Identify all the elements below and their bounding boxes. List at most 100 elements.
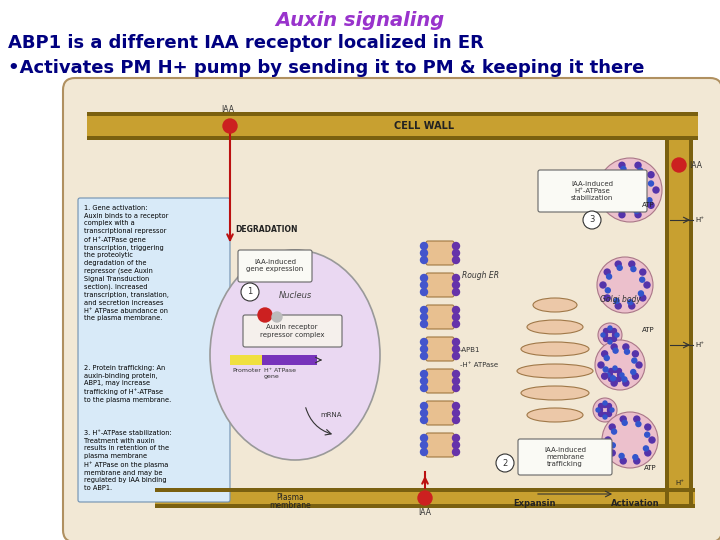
Text: IAA-induced
gene expression: IAA-induced gene expression bbox=[246, 260, 304, 273]
Text: 2. Protein trafficking: An
auxin-binding protein,
ABP1, may increase
trafficking: 2. Protein trafficking: An auxin-binding… bbox=[84, 365, 171, 403]
Circle shape bbox=[420, 256, 428, 264]
Circle shape bbox=[420, 416, 428, 423]
Circle shape bbox=[608, 376, 613, 381]
Circle shape bbox=[420, 384, 428, 391]
Circle shape bbox=[623, 380, 629, 386]
Circle shape bbox=[635, 163, 641, 168]
Circle shape bbox=[609, 450, 615, 456]
Text: Rough ER: Rough ER bbox=[462, 271, 499, 280]
Circle shape bbox=[608, 338, 613, 342]
Circle shape bbox=[608, 368, 613, 374]
Circle shape bbox=[620, 458, 626, 464]
Text: H⁺ ATPase
gene: H⁺ ATPase gene bbox=[264, 368, 296, 379]
Text: Auxin receptor
repressor complex: Auxin receptor repressor complex bbox=[260, 325, 324, 338]
Circle shape bbox=[605, 437, 611, 443]
Circle shape bbox=[645, 424, 651, 430]
Circle shape bbox=[606, 288, 611, 293]
Circle shape bbox=[452, 370, 459, 377]
Circle shape bbox=[610, 408, 614, 412]
Circle shape bbox=[611, 336, 616, 341]
Circle shape bbox=[452, 307, 459, 314]
Circle shape bbox=[496, 454, 514, 472]
Circle shape bbox=[629, 261, 635, 267]
Bar bbox=[155, 488, 695, 492]
Circle shape bbox=[632, 373, 639, 379]
FancyBboxPatch shape bbox=[63, 78, 720, 540]
Bar bbox=[87, 112, 698, 116]
Circle shape bbox=[634, 416, 640, 422]
Circle shape bbox=[634, 458, 640, 464]
Circle shape bbox=[420, 314, 428, 321]
Circle shape bbox=[603, 413, 608, 417]
Circle shape bbox=[420, 370, 428, 377]
Circle shape bbox=[601, 187, 607, 193]
Circle shape bbox=[606, 202, 612, 208]
Circle shape bbox=[620, 416, 626, 422]
Circle shape bbox=[420, 442, 428, 449]
Circle shape bbox=[639, 291, 644, 296]
Circle shape bbox=[613, 368, 618, 373]
Circle shape bbox=[603, 401, 607, 405]
Circle shape bbox=[613, 377, 618, 382]
Circle shape bbox=[603, 363, 627, 387]
Text: IAA: IAA bbox=[689, 160, 702, 170]
Text: 2: 2 bbox=[503, 458, 508, 468]
Circle shape bbox=[632, 358, 636, 363]
Circle shape bbox=[628, 300, 633, 305]
Text: CELL WALL: CELL WALL bbox=[394, 121, 454, 131]
Circle shape bbox=[611, 344, 617, 350]
Circle shape bbox=[603, 328, 608, 334]
Circle shape bbox=[598, 408, 603, 413]
Text: H⁺: H⁺ bbox=[695, 217, 704, 223]
Text: Expansin: Expansin bbox=[514, 498, 557, 508]
Circle shape bbox=[452, 339, 459, 346]
Circle shape bbox=[613, 366, 617, 370]
Text: Nucleus: Nucleus bbox=[279, 291, 312, 300]
Circle shape bbox=[598, 362, 604, 368]
Circle shape bbox=[602, 412, 658, 468]
Text: •Activates PM H+ pump by sending it to PM & keeping it there: •Activates PM H+ pump by sending it to P… bbox=[8, 59, 644, 77]
Ellipse shape bbox=[527, 408, 583, 422]
Text: ATP: ATP bbox=[644, 465, 657, 471]
Circle shape bbox=[606, 172, 612, 178]
FancyBboxPatch shape bbox=[243, 315, 342, 347]
Circle shape bbox=[653, 187, 659, 193]
Circle shape bbox=[617, 265, 622, 271]
FancyBboxPatch shape bbox=[518, 439, 612, 475]
Circle shape bbox=[622, 377, 627, 382]
Circle shape bbox=[632, 351, 639, 357]
Circle shape bbox=[420, 321, 428, 327]
Circle shape bbox=[620, 373, 624, 377]
Circle shape bbox=[613, 380, 617, 384]
Circle shape bbox=[611, 376, 616, 381]
Text: H⁺: H⁺ bbox=[675, 480, 685, 486]
Circle shape bbox=[604, 295, 611, 301]
Text: Plasma: Plasma bbox=[276, 494, 304, 503]
Circle shape bbox=[616, 376, 621, 381]
FancyBboxPatch shape bbox=[426, 273, 454, 297]
Circle shape bbox=[648, 202, 654, 208]
Circle shape bbox=[452, 384, 459, 391]
Circle shape bbox=[452, 409, 459, 416]
Circle shape bbox=[634, 208, 639, 213]
Circle shape bbox=[604, 355, 609, 361]
Text: membrane: membrane bbox=[269, 502, 311, 510]
Circle shape bbox=[644, 282, 650, 288]
Circle shape bbox=[420, 249, 428, 256]
Circle shape bbox=[452, 281, 459, 288]
Circle shape bbox=[598, 403, 603, 408]
Circle shape bbox=[611, 328, 616, 334]
Circle shape bbox=[602, 373, 608, 379]
Circle shape bbox=[452, 402, 459, 409]
Circle shape bbox=[604, 269, 611, 275]
Circle shape bbox=[258, 308, 272, 322]
Circle shape bbox=[583, 211, 601, 229]
FancyBboxPatch shape bbox=[426, 401, 454, 425]
Circle shape bbox=[602, 351, 608, 357]
Circle shape bbox=[615, 303, 621, 309]
Circle shape bbox=[613, 348, 618, 353]
Text: mRNA: mRNA bbox=[320, 412, 341, 418]
Circle shape bbox=[420, 435, 428, 442]
Circle shape bbox=[595, 340, 645, 390]
Circle shape bbox=[611, 380, 617, 386]
